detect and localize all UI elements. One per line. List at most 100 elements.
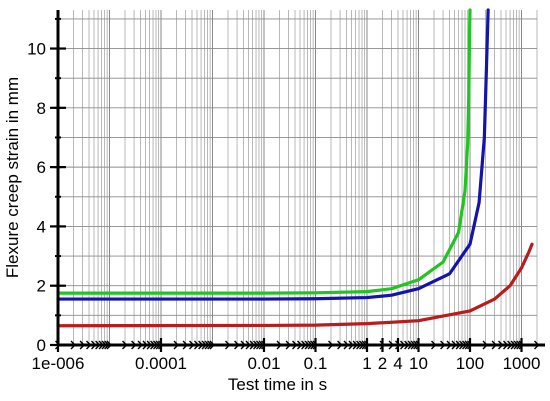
- x-minor-tick: [312, 340, 318, 350]
- x-tick-label: 0.01: [247, 354, 280, 373]
- x-minor-tick: [502, 340, 509, 350]
- x-minor-tick: [482, 340, 488, 350]
- x-minor-tick: [95, 340, 101, 350]
- x-minor-tick: [498, 340, 504, 350]
- x-minor-tick: [256, 340, 262, 350]
- x-minor-tick: [359, 340, 365, 350]
- x-minor-tick: [194, 340, 200, 350]
- x-minor-tick: [137, 340, 143, 350]
- x-minor-tick: [153, 340, 159, 350]
- x-minor-tick: [201, 340, 208, 350]
- x-minor-tick: [204, 340, 210, 350]
- x-minor-tick: [104, 340, 110, 350]
- x-minor-tick: [379, 340, 385, 350]
- x-minor-tick: [348, 340, 354, 350]
- x-minor-tick: [491, 340, 498, 350]
- x-minor-tick: [337, 340, 343, 350]
- x-minor-tick: [395, 340, 401, 350]
- x-minor-tick: [101, 340, 107, 350]
- x-minor-tick: [307, 340, 313, 350]
- x-minor-tick: [240, 340, 246, 350]
- x-minor-tick: [276, 340, 282, 350]
- x-minor-tick: [518, 340, 524, 350]
- series-line: [56, 8, 490, 301]
- x-minor-tick: [388, 340, 395, 350]
- x-minor-tick: [534, 340, 540, 350]
- x-minor-tick: [131, 340, 137, 350]
- x-minor-tick: [352, 340, 359, 350]
- x-tick-label: 10: [409, 354, 428, 373]
- x-minor-tick: [467, 340, 473, 350]
- y-tick-label: 8: [37, 99, 46, 118]
- x-minor-tick: [198, 340, 204, 350]
- x-tick-label: 2: [378, 354, 387, 373]
- x-minor-tick: [150, 340, 156, 350]
- x-minor-tick: [91, 340, 97, 350]
- x-minor-tick: [158, 340, 164, 350]
- x-minor-tick: [245, 340, 251, 350]
- x-minor-tick: [407, 340, 414, 350]
- x-tick-label: 4: [393, 354, 402, 373]
- x-minor-tick: [189, 340, 195, 350]
- x-minor-tick: [292, 340, 298, 350]
- x-minor-tick: [356, 340, 362, 350]
- x-axis-title: Test time in s: [228, 375, 327, 394]
- x-minor-tick: [253, 340, 259, 350]
- x-minor-tick: [86, 340, 92, 350]
- x-minor-tick: [146, 340, 153, 350]
- x-minor-tick: [225, 340, 231, 350]
- x-minor-tick: [182, 340, 189, 350]
- x-minor-tick: [249, 340, 256, 350]
- x-minor-tick: [459, 340, 465, 350]
- x-minor-tick: [328, 340, 334, 350]
- x-minor-tick: [106, 340, 112, 350]
- x-minor-tick: [513, 340, 519, 350]
- x-minor-tick: [462, 340, 468, 350]
- x-minor-tick: [207, 340, 213, 350]
- x-tick-label: 1000: [503, 354, 541, 373]
- x-minor-tick: [209, 340, 215, 350]
- ticks: [50, 17, 540, 352]
- x-minor-tick: [79, 340, 86, 350]
- y-tick-label: 2: [37, 277, 46, 296]
- x-minor-tick: [446, 340, 452, 350]
- y-tick-label: 0: [37, 336, 46, 355]
- series-line: [56, 8, 472, 295]
- x-minor-tick: [404, 340, 410, 350]
- x-minor-tick: [451, 340, 457, 350]
- y-tick-label: 6: [37, 158, 46, 177]
- y-axis-title: Flexure creep strain in mm: [3, 77, 22, 278]
- x-minor-tick: [98, 340, 105, 350]
- x-minor-tick: [507, 340, 513, 350]
- x-tick-label: 100: [456, 354, 484, 373]
- series-line: [56, 242, 534, 328]
- x-minor-tick: [440, 340, 446, 350]
- x-tick-label: 1: [362, 354, 371, 373]
- x-minor-tick: [343, 340, 349, 350]
- x-minor-tick: [297, 340, 303, 350]
- x-minor-tick: [142, 340, 148, 350]
- x-minor-tick: [285, 340, 292, 350]
- series-lines: [56, 8, 534, 328]
- x-minor-tick: [304, 340, 311, 350]
- x-minor-tick: [364, 340, 370, 350]
- x-tick-label: 1e-006: [32, 354, 85, 373]
- x-minor-tick: [234, 340, 240, 350]
- x-minor-tick: [261, 340, 267, 350]
- x-minor-tick: [415, 340, 421, 350]
- y-tick-label: 10: [27, 40, 46, 59]
- x-minor-tick: [431, 340, 437, 350]
- x-minor-tick: [510, 340, 517, 350]
- x-tick-label: 0.0001: [135, 354, 187, 373]
- y-tick-label: 4: [37, 217, 46, 236]
- x-minor-tick: [455, 340, 462, 350]
- x-minor-tick: [410, 340, 416, 350]
- x-minor-tick: [301, 340, 307, 350]
- x-minor-tick: [173, 340, 179, 350]
- x-minor-tick: [400, 340, 406, 350]
- x-tick-label: 0.1: [304, 354, 328, 373]
- axes: [56, 10, 545, 347]
- x-minor-tick: [122, 340, 128, 350]
